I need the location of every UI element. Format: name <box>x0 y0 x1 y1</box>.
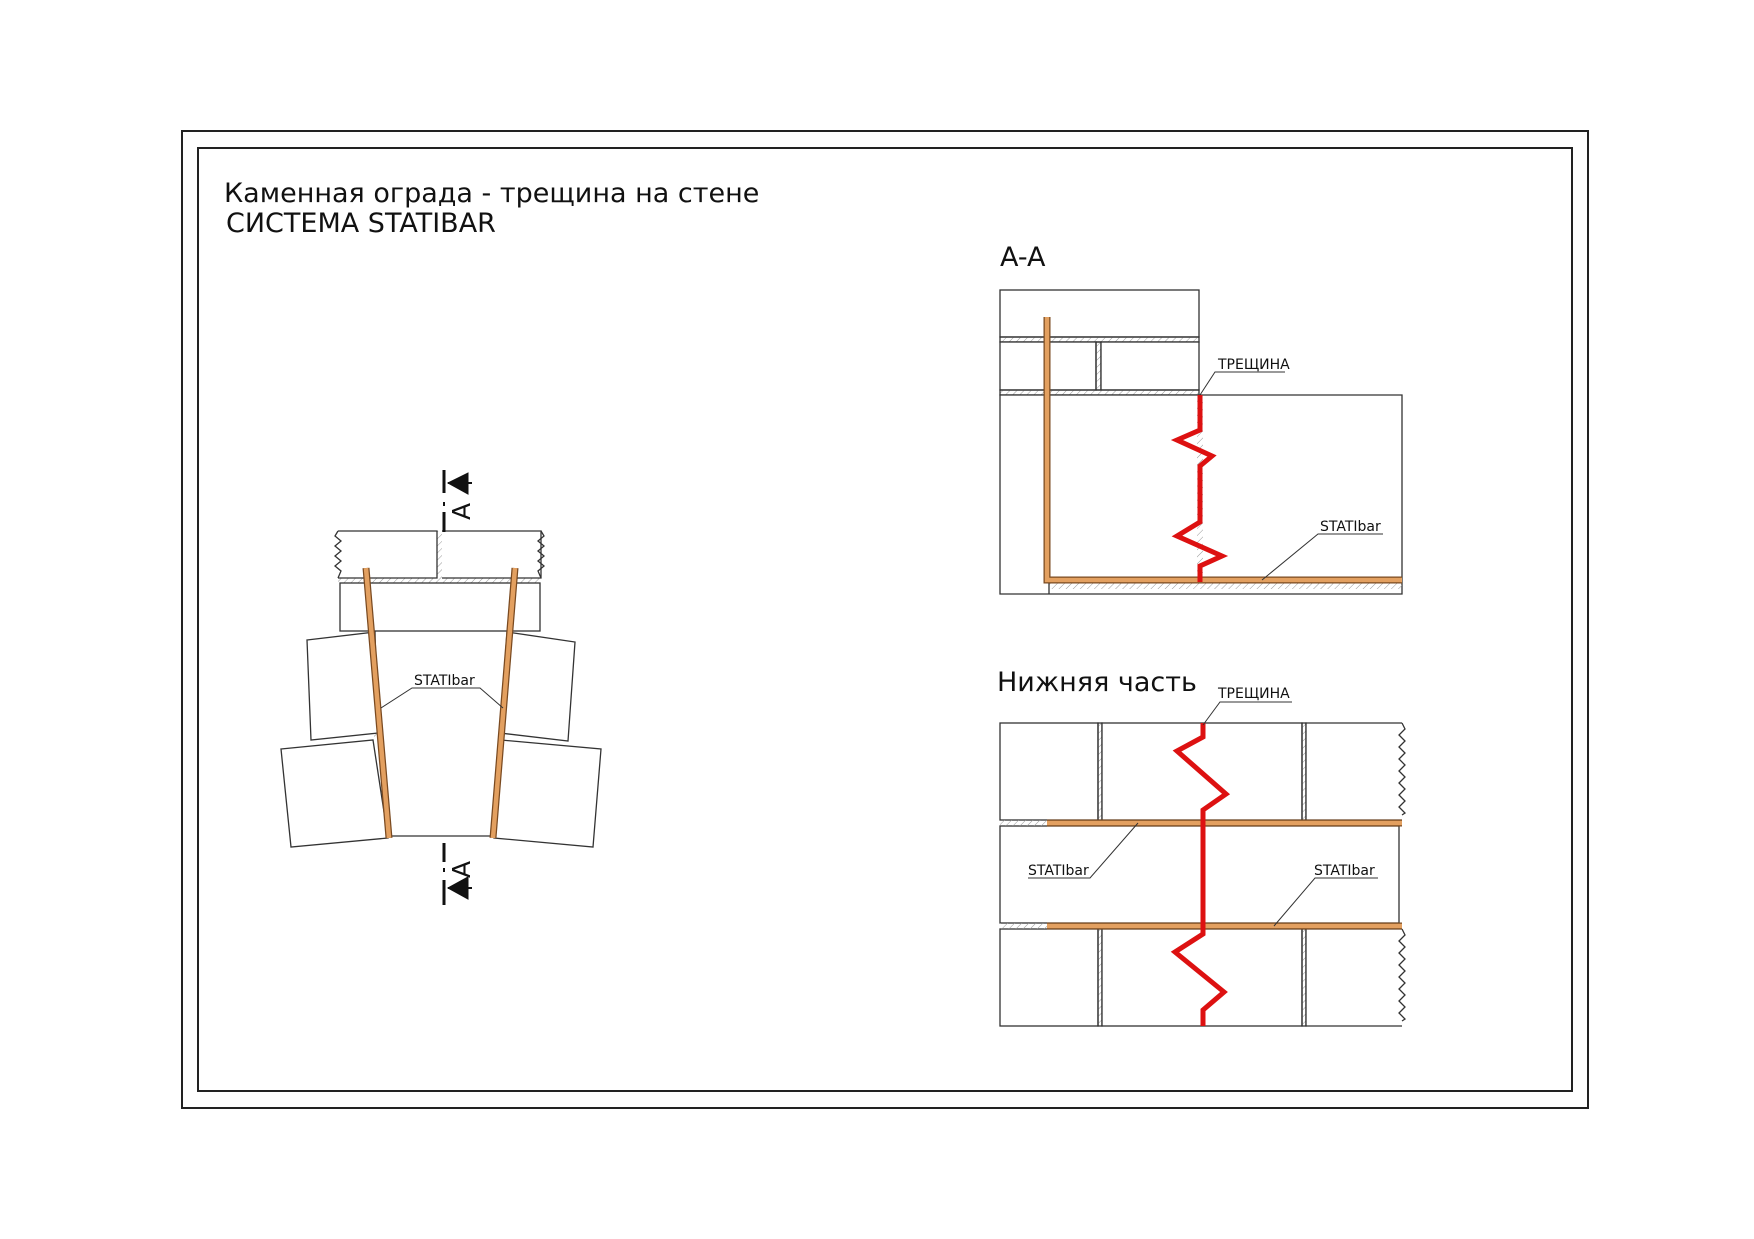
bottom-crack-label: ТРЕЩИНА <box>1217 686 1290 702</box>
bottom-bar-label-right: STATIbar <box>1314 863 1375 879</box>
section-aa-title: A-A <box>1000 242 1046 273</box>
inner-frame <box>197 147 1573 1092</box>
outer-frame <box>181 130 1589 1109</box>
plan-view <box>280 530 602 848</box>
aa-crack <box>1170 395 1229 582</box>
bottom-bar-label-left: STATIbar <box>1028 863 1089 879</box>
bottom-bar-right-leader <box>1273 877 1378 927</box>
bottom-bars <box>1000 819 1402 930</box>
section-mark-top-letter: A <box>447 503 476 520</box>
aa-bar-leader <box>1261 533 1383 581</box>
section-mark-bottom-letter: A <box>447 861 476 878</box>
aa-crack-leader <box>1199 371 1285 396</box>
drawing-subtitle: СИСТЕМА STATIBAR <box>226 208 496 239</box>
aa-crack-label: ТРЕЩИНА <box>1217 357 1290 373</box>
drawing-title: Каменная ограда - трещина на стене <box>224 178 760 209</box>
section-mark-top <box>442 470 472 532</box>
plan-bar-label: STATIbar <box>414 673 475 689</box>
bottom-crack-leader <box>1202 701 1292 726</box>
bottom-view-title: Нижняя часть <box>997 667 1197 698</box>
bottom-crack <box>1170 723 1231 1026</box>
aa-bar-label: STATIbar <box>1320 519 1381 535</box>
plan-bars <box>362 567 519 839</box>
section-mark-bottom <box>442 843 472 905</box>
bottom-view <box>999 722 1407 1027</box>
aa-bar <box>1043 317 1402 584</box>
plan-leaders <box>380 687 504 709</box>
bottom-bar-left-leader <box>1028 822 1139 879</box>
